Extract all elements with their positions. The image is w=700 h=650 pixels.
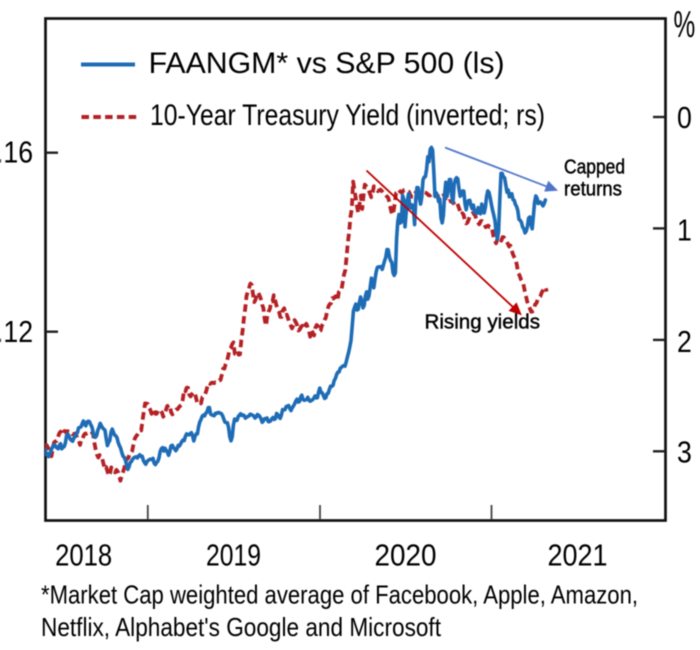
svg-text:%: % (674, 4, 696, 45)
svg-text:Netflix, Alphabet's Google and: Netflix, Alphabet's Google and Microsoft (41, 612, 442, 642)
svg-text:0: 0 (677, 101, 692, 135)
svg-text:3: 3 (677, 435, 692, 469)
svg-text:2021: 2021 (548, 538, 608, 573)
svg-text:2: 2 (677, 325, 692, 359)
svg-text:1: 1 (677, 214, 692, 248)
svg-text:returns: returns (564, 177, 622, 200)
svg-text:10-Year Treasury Yield (invert: 10-Year Treasury Yield (inverted; rs) (150, 99, 545, 132)
svg-text:Rising yields: Rising yields (425, 311, 541, 334)
svg-text:FAANGM* vs S&P 500 (ls): FAANGM* vs S&P 500 (ls) (149, 47, 505, 80)
svg-text:.16: .16 (0, 136, 33, 170)
svg-text:.12: .12 (0, 315, 33, 349)
svg-text:*Market Cap weighted average o: *Market Cap weighted average of Facebook… (41, 580, 638, 610)
svg-text:2019: 2019 (206, 538, 261, 573)
svg-text:2018: 2018 (55, 538, 112, 573)
svg-text:2020: 2020 (375, 538, 437, 573)
svg-text:Capped: Capped (564, 155, 625, 178)
